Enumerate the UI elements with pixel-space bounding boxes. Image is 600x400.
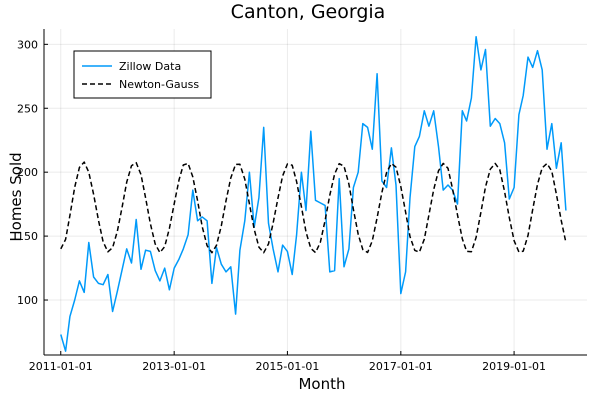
legend-label-zillow: Zillow Data [119, 60, 181, 73]
legend-label-newton-gauss: Newton-Gauss [119, 78, 199, 91]
x-tick-label: 2017-01-01 [369, 360, 433, 373]
x-tick-label: 2019-01-01 [482, 360, 546, 373]
series-line-newton-gauss [60, 161, 567, 254]
x-tick-label: 2013-01-01 [142, 360, 206, 373]
legend: Zillow Data Newton-Gauss [73, 50, 212, 99]
grid [44, 29, 587, 355]
y-tick-label: 150 [17, 230, 38, 243]
y-axis-title: Homes Sold [7, 152, 25, 241]
axes [43, 29, 587, 356]
legend-box [73, 50, 212, 99]
y-tick-label: 250 [17, 102, 38, 115]
x-axis-title: Month [298, 375, 345, 393]
y-tick-label: 300 [17, 38, 38, 51]
x-tick-label: 2015-01-01 [255, 360, 319, 373]
series-layer [60, 35, 567, 352]
series-line-zillow-data [60, 35, 567, 352]
x-tick-label: 2011-01-01 [29, 360, 93, 373]
y-tick-label: 200 [17, 166, 38, 179]
y-tick-label: 100 [17, 294, 38, 307]
ticks: 2011-01-01 2013-01-01 2015-01-01 2017-01-01… [17, 38, 546, 373]
chart-title: Canton, Georgia [231, 1, 386, 23]
